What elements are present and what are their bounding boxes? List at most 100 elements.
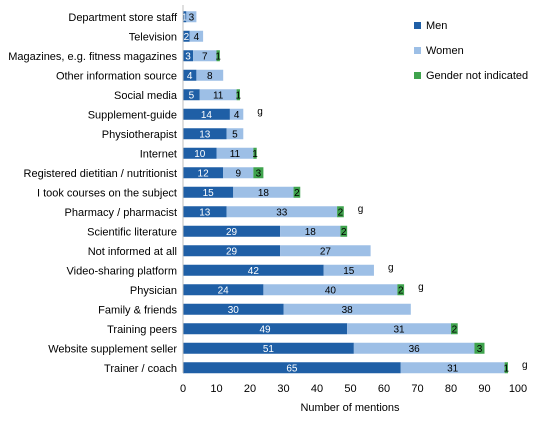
bar-segment-women (223, 167, 254, 179)
category-label: Registered dietitian / nutritionist (24, 168, 177, 180)
category-label: Video-sharing platform (67, 265, 177, 277)
bar-segment-women (400, 362, 505, 374)
data-label: 15 (343, 266, 355, 277)
x-axis: 0 10 20 30 40 50 60 70 80 90 100 (180, 5, 527, 395)
bar-segment-women (233, 186, 294, 198)
x-tick-label: 100 (509, 383, 527, 395)
legend-swatch (414, 72, 421, 79)
bar-segment-men (183, 225, 281, 237)
bar-segment-men (183, 167, 224, 179)
data-label: 7 (202, 51, 208, 62)
legend-swatch (414, 47, 421, 54)
bar-segment-men (183, 147, 217, 159)
bar-segment-women (280, 245, 371, 257)
category-label: Not informed at all (88, 246, 177, 258)
data-label: 1 (252, 149, 258, 160)
data-label: 29 (226, 227, 238, 238)
bar-segment-women (283, 303, 411, 315)
data-label: 1 (215, 51, 221, 62)
bar-segment-women (353, 342, 475, 354)
legend-label: Men (426, 20, 447, 32)
bar-segment-gender-not-indicated (236, 89, 240, 101)
bar-segment-gender-not-indicated (337, 206, 344, 218)
data-label: 18 (305, 227, 317, 238)
data-label: 3 (256, 168, 262, 179)
data-label: 33 (276, 207, 288, 218)
annotation-mark: g (358, 204, 364, 215)
data-label: 14 (201, 110, 213, 121)
data-label: 11 (230, 149, 241, 160)
data-label: 11 (213, 90, 224, 101)
data-label: 3 (189, 12, 195, 23)
data-label: 4 (234, 110, 240, 121)
x-tick-label: 20 (244, 383, 256, 395)
category-label: Magazines, e.g. fitness magazines (8, 51, 177, 63)
bar-segment-men (183, 245, 281, 257)
bar-segment-women (189, 30, 204, 42)
annotation-mark: g (257, 106, 263, 117)
category-label: Scientific literature (87, 226, 177, 238)
data-label: 24 (218, 285, 230, 296)
data-label: 2 (338, 207, 344, 218)
bar-segment-men (183, 342, 354, 354)
bar-segment-men (183, 128, 227, 140)
x-tick-label: 90 (478, 383, 490, 395)
bar-segment-women (216, 147, 254, 159)
bar-segment-women (229, 108, 244, 120)
bar-segment-men (183, 284, 264, 296)
bar-segment-men (183, 206, 227, 218)
data-label: 27 (320, 246, 332, 257)
x-tick-label: 40 (311, 383, 323, 395)
data-label: 1 (182, 12, 188, 23)
bar-segment-women (323, 264, 374, 276)
bar-segment-gender-not-indicated (340, 225, 348, 237)
bar-segment-men (183, 11, 187, 23)
x-axis-title: Number of mentions (300, 402, 400, 414)
data-label: 1 (235, 90, 241, 101)
data-label: 10 (194, 149, 206, 160)
bar-segment-men (183, 186, 234, 198)
data-label: 42 (248, 266, 260, 277)
data-label: 4 (194, 32, 200, 43)
data-label: 31 (394, 324, 406, 335)
category-label: Family & friends (98, 304, 177, 316)
bar-segment-gender-not-indicated (397, 284, 405, 296)
bar-segment-gender-not-indicated (504, 362, 508, 374)
bar-segment-men (183, 69, 197, 81)
x-tick-label: 80 (445, 383, 457, 395)
bar-segment-women (263, 284, 398, 296)
data-label: 1 (503, 363, 509, 374)
bar-segment-women (226, 128, 244, 140)
bar-segment-men (183, 50, 194, 62)
bar-segment-gender-not-indicated (253, 147, 257, 159)
bar-segment-gender-not-indicated (451, 323, 458, 335)
category-label: Department store staff (68, 12, 178, 24)
category-label: Physiotherapist (102, 129, 177, 141)
category-label: Social media (114, 90, 178, 102)
data-label: 4 (187, 71, 193, 82)
bar-segment-women (280, 225, 341, 237)
bar-segment-men (183, 30, 190, 42)
data-label: 3 (185, 51, 191, 62)
bar-segment-gender-not-indicated (216, 50, 220, 62)
data-label: 30 (228, 305, 240, 316)
data-label: 51 (263, 344, 275, 355)
bar-segment-men (183, 362, 401, 374)
data-label: 2 (452, 324, 458, 335)
data-label: 2 (341, 227, 347, 238)
bars-group: 1 32 43 7 14 85 11 114 4 g13 510 11 112 9 315 18 213 33 2 g… (182, 11, 528, 374)
bar-segment-gender-not-indicated (293, 186, 301, 198)
data-label: 8 (207, 71, 213, 82)
legend-label: Gender not indicated (426, 70, 528, 82)
x-tick-label: 50 (344, 383, 356, 395)
bar-segment-women (226, 206, 338, 218)
data-label: 12 (198, 168, 210, 179)
data-label: 15 (203, 188, 215, 199)
category-label: Physician (130, 285, 177, 297)
bar-segment-men (183, 323, 348, 335)
category-labels: Department store staff Television Magazine… (8, 12, 178, 375)
data-label: 2 (398, 285, 404, 296)
category-label: Trainer / coach (104, 363, 177, 375)
data-label: 2 (294, 188, 300, 199)
